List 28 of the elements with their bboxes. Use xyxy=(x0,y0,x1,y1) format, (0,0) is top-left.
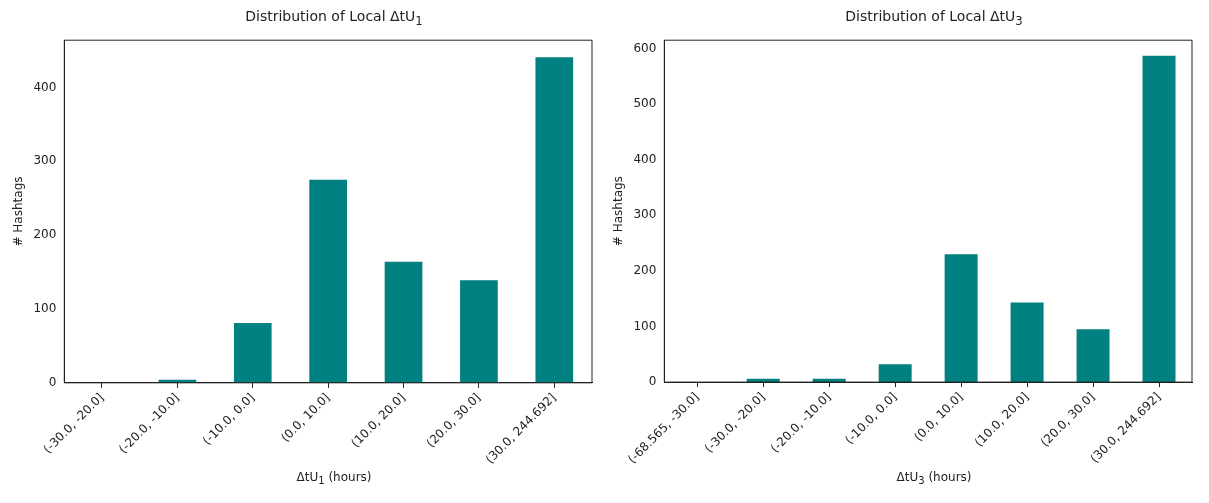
bar xyxy=(535,57,574,383)
y-axis-title: # Hashtags xyxy=(611,176,626,247)
chart-title: Distribution of Local ΔtU$_{3}$ xyxy=(844,8,1024,30)
y-tick-label: 0 xyxy=(48,374,57,389)
y-tick-label: 300 xyxy=(33,153,57,168)
y-tick-label: 600 xyxy=(633,40,657,55)
y-tick-label: 200 xyxy=(633,263,657,278)
y-tick-label: 0 xyxy=(648,374,657,389)
bar xyxy=(233,323,272,383)
x-axis-title: ΔtU$_{1}$ (hours) xyxy=(295,470,373,487)
x-axis-title: ΔtU$_{3}$ (hours) xyxy=(895,470,973,487)
bar xyxy=(1076,329,1110,383)
y-tick-label: 300 xyxy=(633,207,657,222)
chart-title: Distribution of Local ΔtU$_{1}$ xyxy=(244,8,424,30)
y-tick-label: 400 xyxy=(633,151,657,166)
bar xyxy=(384,261,423,383)
bar xyxy=(944,254,978,383)
bar xyxy=(460,280,498,383)
bar xyxy=(1010,302,1044,383)
bar xyxy=(309,179,347,383)
y-tick-label: 100 xyxy=(33,301,57,316)
y-tick-label: 500 xyxy=(633,96,657,111)
bar xyxy=(878,364,912,383)
y-axis-title: # Hashtags xyxy=(11,176,26,247)
bar xyxy=(1142,55,1176,383)
y-tick-label: 400 xyxy=(33,79,57,94)
y-tick-label: 100 xyxy=(633,318,657,333)
y-tick-label: 200 xyxy=(33,227,57,242)
